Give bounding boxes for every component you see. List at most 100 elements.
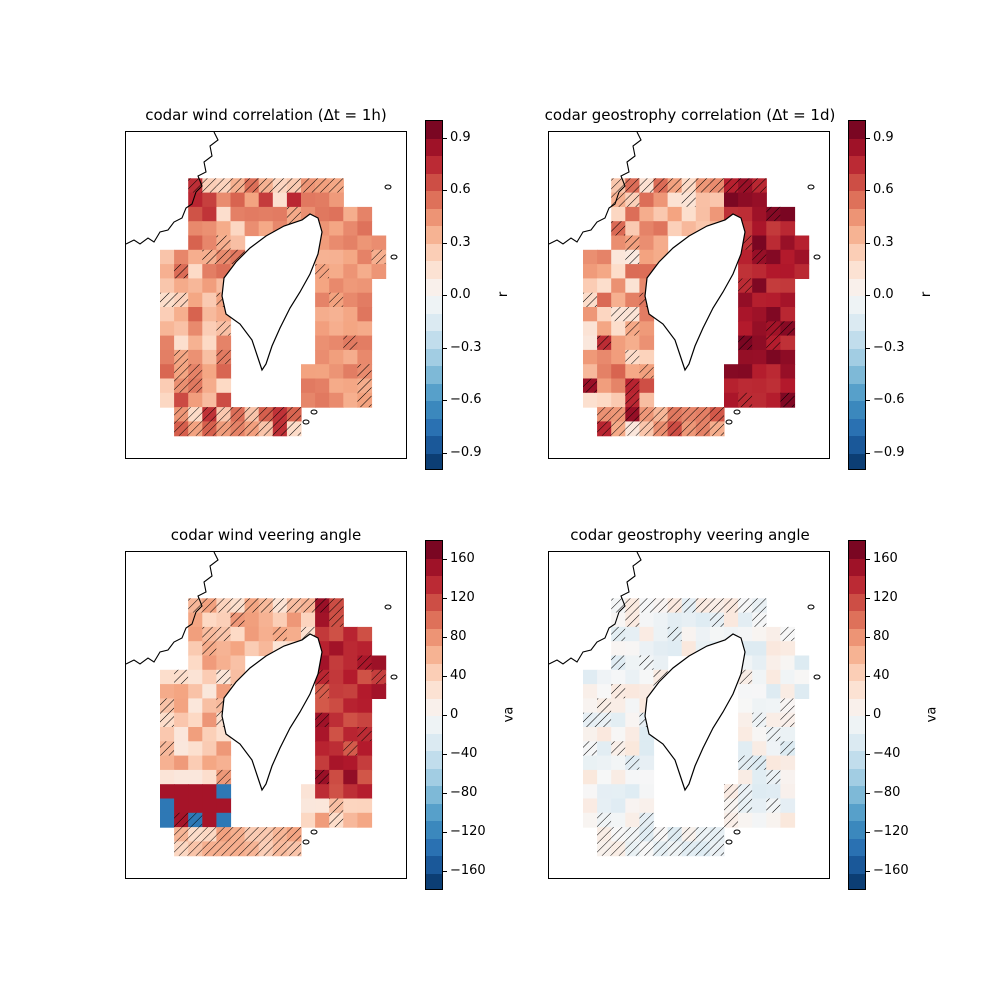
islet	[807, 604, 815, 610]
significance-hatch	[724, 812, 739, 828]
grid-cell	[329, 235, 344, 251]
grid-cell	[625, 741, 640, 757]
colorbar-segment	[426, 191, 442, 209]
significance-hatch	[174, 812, 189, 828]
significance-hatch	[681, 178, 696, 193]
colorbar-segment	[849, 751, 865, 769]
colorbar-tick-mark	[443, 295, 447, 296]
grid-cell	[357, 641, 373, 657]
grid-cell	[343, 292, 358, 308]
significance-hatch	[188, 364, 203, 379]
grid-cell	[724, 612, 739, 628]
colorbar-tick-label: 0.0	[873, 287, 894, 302]
significance-hatch	[625, 178, 640, 193]
grid-cell	[794, 655, 810, 671]
grid-cell	[343, 812, 358, 828]
grid-cell	[202, 741, 217, 757]
grid-cell	[752, 321, 767, 337]
grid-cell	[639, 349, 655, 365]
colorbar-segment	[849, 418, 865, 437]
grid-cell	[653, 206, 669, 222]
grid-cell	[315, 335, 330, 351]
islet	[310, 409, 318, 415]
colorbar-segment	[426, 593, 442, 612]
grid-cell	[780, 784, 796, 800]
grid-cell	[202, 292, 217, 308]
colorbar-tick-label: −0.9	[873, 444, 905, 460]
islet	[807, 184, 815, 190]
grid-cell	[583, 364, 598, 380]
significance-hatch	[216, 598, 231, 613]
colorbar-segment	[426, 331, 442, 349]
grid-cell	[357, 741, 373, 757]
grid-cell	[188, 321, 203, 337]
colorbar-tick-label: −120	[450, 823, 486, 839]
colorbar-tick-label: −160	[450, 862, 486, 878]
grid-cell	[258, 192, 274, 208]
significance-hatch	[766, 769, 781, 785]
colorbar-segment	[426, 803, 442, 822]
significance-hatch	[202, 421, 217, 436]
grid-cell	[343, 684, 358, 699]
colorbar-segment	[849, 296, 865, 314]
grid-cell	[202, 278, 217, 294]
significance-hatch	[343, 335, 358, 350]
grid-cell	[357, 755, 373, 771]
grid-cell	[174, 784, 189, 800]
grid-cell	[625, 727, 640, 742]
significance-hatch	[639, 827, 654, 842]
grid-cell	[343, 784, 358, 800]
grid-cell	[752, 307, 767, 322]
colorbar-segment	[426, 838, 442, 857]
significance-hatch	[639, 598, 654, 613]
significance-hatch	[230, 827, 245, 842]
colorbar-tick-mark	[443, 792, 447, 794]
significance-hatch	[188, 378, 203, 393]
significance-hatch	[230, 178, 245, 193]
grid-cell	[780, 641, 796, 657]
map-panel	[125, 131, 407, 459]
grid-cell	[343, 626, 358, 642]
grid-cell	[583, 321, 598, 337]
colorbar-tick-mark	[443, 559, 447, 561]
grid-cell	[315, 321, 330, 337]
grid-cell	[625, 364, 640, 380]
grid-cell	[738, 684, 753, 699]
significance-hatch	[653, 598, 668, 613]
colorbar-segment	[426, 121, 442, 139]
colorbar-segment	[426, 856, 442, 874]
significance-hatch	[625, 378, 640, 393]
significance-hatch	[329, 178, 344, 193]
grid-cell	[315, 727, 330, 742]
grid-cell	[625, 292, 640, 308]
grid-cell	[695, 206, 711, 222]
grid-cell	[286, 612, 302, 628]
grid-cell	[752, 235, 767, 251]
grid-cell	[583, 812, 598, 828]
grid-cell	[780, 755, 796, 771]
significance-hatch	[738, 178, 753, 193]
colorbar-segment	[849, 663, 865, 682]
grid-cell	[188, 392, 203, 408]
colorbar-segment	[426, 348, 442, 367]
colorbar-tick-label: −80	[450, 784, 478, 800]
significance-hatch	[780, 741, 795, 756]
grid-cell	[315, 292, 330, 308]
panel-title: codar wind veering angle	[170, 526, 362, 544]
significance-hatch	[752, 612, 767, 627]
significance-hatch	[597, 698, 612, 713]
grid-cell	[597, 684, 612, 699]
map-panel	[125, 551, 407, 879]
grid-cell	[301, 378, 316, 394]
grid-cell	[188, 641, 203, 657]
map-svg	[549, 552, 821, 857]
grid-cell	[611, 712, 626, 728]
significance-hatch	[752, 712, 767, 727]
grid-cell	[202, 206, 217, 222]
grid-cell	[272, 192, 288, 208]
grid-cell	[188, 349, 203, 365]
grid-cell	[343, 378, 358, 394]
grid-cell	[738, 292, 753, 308]
significance-hatch	[625, 598, 640, 613]
colorbar-segment	[426, 401, 442, 419]
